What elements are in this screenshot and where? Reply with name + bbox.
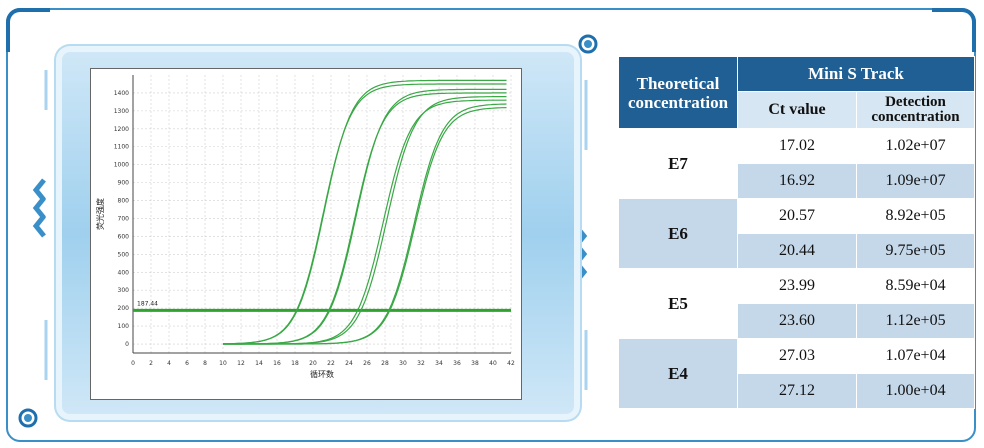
x-tick-label: 36	[453, 360, 461, 367]
threshold-label: 187.44	[137, 300, 158, 307]
x-tick-label: 38	[471, 360, 479, 367]
x-tick-label: 20	[309, 360, 317, 367]
ct-cell: 27.03	[737, 338, 857, 374]
ct-cell: 17.02	[737, 128, 857, 164]
x-tick-label: 8	[203, 360, 207, 367]
amplification-curve	[223, 83, 507, 345]
conc-cell: 1.12e+05	[856, 303, 975, 339]
x-tick-label: 26	[363, 360, 371, 367]
y-tick-label: 200	[118, 305, 130, 312]
y-tick-label: 1100	[114, 144, 129, 151]
deco-chevrons-left	[32, 178, 46, 238]
conc-cell: 8.59e+04	[856, 268, 975, 304]
conc-cell: 1.02e+07	[856, 128, 975, 164]
x-tick-label: 0	[131, 360, 135, 367]
x-tick-label: 18	[291, 360, 299, 367]
x-tick-label: 10	[219, 360, 227, 367]
group-header: Mini S Track	[737, 56, 975, 92]
x-tick-label: 32	[417, 360, 425, 367]
row-label-e6: E6	[618, 198, 738, 269]
amplification-curve	[223, 79, 507, 345]
row-label-e5: E5	[618, 268, 738, 339]
ct-cell: 16.92	[737, 163, 857, 199]
row-label-e7: E7	[618, 128, 738, 199]
results-table: Theoretical concentration Mini S Track C…	[618, 56, 975, 409]
amplification-curve	[223, 107, 507, 345]
x-tick-label: 16	[273, 360, 281, 367]
col-detection-header: Detection concentration	[856, 91, 975, 129]
y-tick-label: 700	[118, 215, 130, 222]
y-tick-label: 1200	[114, 126, 129, 133]
col-theoretical-header: Theoretical concentration	[618, 56, 738, 129]
ct-cell: 20.44	[737, 233, 857, 269]
amplification-curve	[223, 96, 507, 345]
y-tick-label: 100	[118, 323, 130, 330]
x-tick-label: 4	[167, 360, 171, 367]
x-axis-label: 循环数	[310, 369, 334, 379]
conc-cell: 1.07e+04	[856, 338, 975, 374]
deco-dot-top-inner	[584, 40, 592, 48]
y-tick-label: 1000	[114, 162, 129, 169]
y-tick-label: 600	[118, 233, 130, 240]
x-tick-label: 42	[507, 360, 515, 367]
amplification-curve	[223, 99, 507, 345]
ct-cell: 23.99	[737, 268, 857, 304]
deco-dot-bottom-inner	[24, 414, 32, 422]
x-tick-label: 40	[489, 360, 497, 367]
y-tick-label: 0	[125, 341, 129, 348]
conc-cell: 9.75e+05	[856, 233, 975, 269]
top-strip	[0, 0, 984, 6]
amplification-curve	[223, 88, 507, 345]
y-tick-label: 900	[118, 180, 130, 187]
y-tick-label: 1300	[114, 108, 129, 115]
row-label-e4: E4	[618, 338, 738, 409]
conc-cell: 1.09e+07	[856, 163, 975, 199]
x-tick-label: 22	[327, 360, 335, 367]
y-tick-label: 300	[118, 287, 130, 294]
col-ct-header: Ct value	[737, 91, 857, 129]
x-tick-label: 2	[149, 360, 153, 367]
ct-cell: 20.57	[737, 198, 857, 234]
x-tick-label: 24	[345, 360, 353, 367]
plot-area: 0 2 4 6 8 10 12 14 16 18 20 22 24 26 28 30 32 34 36 38 40 42 0…	[90, 68, 522, 400]
ct-cell: 23.60	[737, 303, 857, 339]
y-tick-label: 400	[118, 269, 130, 276]
x-tick-label: 30	[399, 360, 407, 367]
deco-corner-lines	[44, 70, 588, 390]
x-tick-label: 34	[435, 360, 443, 367]
conc-cell: 1.00e+04	[856, 373, 975, 409]
x-tick-label: 28	[381, 360, 389, 367]
y-tick-label: 500	[118, 251, 130, 258]
x-tick-label: 6	[185, 360, 189, 367]
ct-cell: 27.12	[737, 373, 857, 409]
y-tick-label: 1400	[114, 90, 129, 97]
x-tick-label: 14	[255, 360, 263, 367]
deco-chevrons-right	[574, 224, 588, 284]
amplification-chart: 0 2 4 6 8 10 12 14 16 18 20 22 24 26 28 30 32 34 36 38 40 420…	[95, 75, 515, 379]
conc-cell: 8.92e+05	[856, 198, 975, 234]
y-axis-label: 荧光强度	[95, 198, 105, 230]
y-tick-label: 800	[118, 198, 130, 205]
x-tick-label: 12	[237, 360, 245, 367]
